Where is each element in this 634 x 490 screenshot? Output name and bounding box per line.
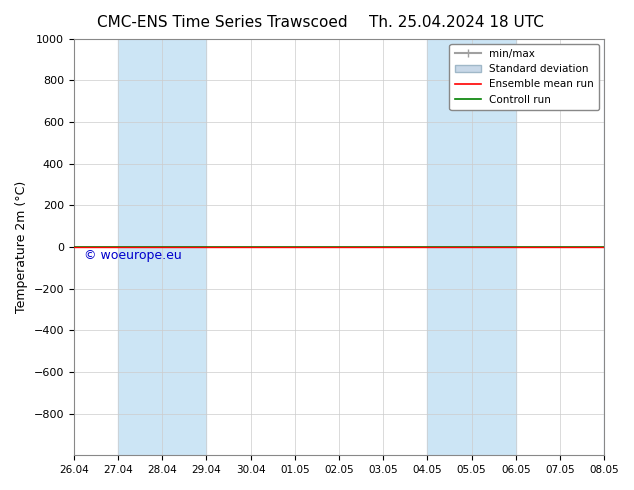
Bar: [427, 39, 516, 455]
Text: CMC-ENS Time Series Trawscoed: CMC-ENS Time Series Trawscoed: [96, 15, 347, 30]
Bar: [118, 39, 207, 455]
Legend: min/max, Standard deviation, Ensemble mean run, Controll run: min/max, Standard deviation, Ensemble me…: [450, 44, 599, 110]
Text: Th. 25.04.2024 18 UTC: Th. 25.04.2024 18 UTC: [369, 15, 544, 30]
Bar: [604, 39, 634, 455]
Text: © woeurope.eu: © woeurope.eu: [84, 249, 182, 262]
Y-axis label: Temperature 2m (°C): Temperature 2m (°C): [15, 181, 28, 313]
